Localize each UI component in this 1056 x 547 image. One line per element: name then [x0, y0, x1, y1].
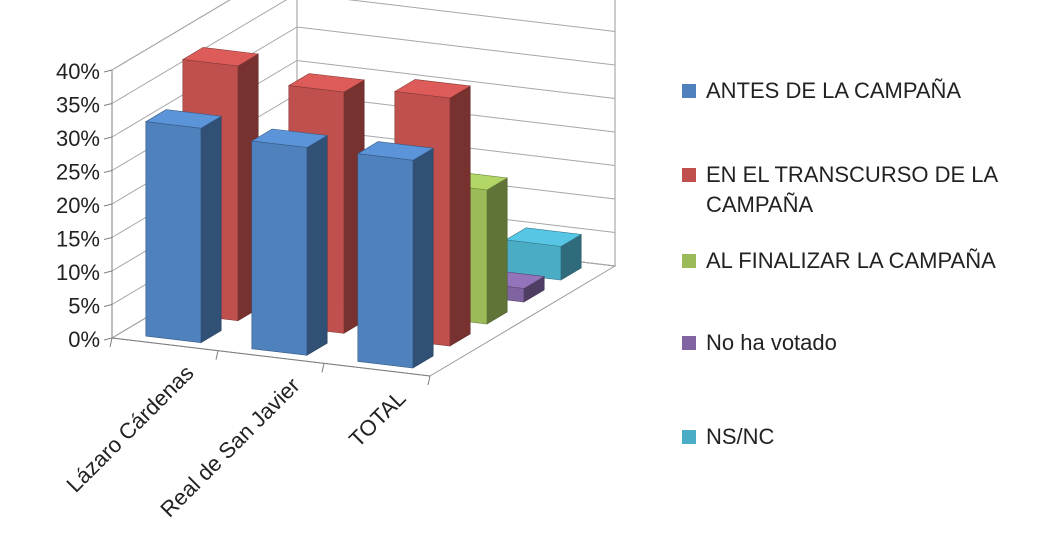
legend-swatch	[682, 254, 696, 268]
y-tick-label: 25%	[56, 160, 100, 185]
x-tick-label: TOTAL	[344, 386, 410, 452]
legend-label: AL FINALIZAR LA CAMPAÑA	[706, 248, 996, 273]
bar	[144, 109, 223, 344]
y-tick-label: 30%	[56, 126, 100, 151]
legend-label: ANTES DE LA CAMPAÑA	[706, 78, 962, 103]
legend-item: ANTES DE LA CAMPAÑA	[682, 76, 1046, 106]
y-tick-label: 10%	[56, 260, 100, 285]
axes	[103, 69, 431, 386]
gridline	[111, 26, 616, 138]
y-tick-label: 40%	[56, 59, 100, 84]
legend-swatch	[682, 430, 696, 444]
bar	[356, 141, 435, 369]
y-tick-label: 20%	[56, 193, 100, 218]
legend-swatch	[682, 84, 696, 98]
legend-item: No ha votado	[682, 328, 1046, 358]
y-tick-label: 5%	[68, 294, 100, 319]
bars	[144, 47, 583, 369]
y-tick-label: 35%	[56, 93, 100, 118]
x-tick-label: Lázaro Cárdenas	[62, 360, 199, 497]
y-tick-label: 15%	[56, 227, 100, 252]
legend-label: EN EL TRANSCURSO DE LA CAMPAÑA	[706, 162, 997, 217]
gridline	[111, 0, 616, 104]
bar	[504, 227, 583, 281]
legend-swatch	[682, 336, 696, 350]
y-tick-label: 0%	[68, 327, 100, 352]
legend: ANTES DE LA CAMPAÑA EN EL TRANSCURSO DE L…	[672, 60, 1056, 530]
gridline	[111, 0, 231, 71]
legend-label: NS/NC	[706, 424, 775, 449]
legend-item: AL FINALIZAR LA CAMPAÑA	[682, 246, 1046, 276]
bar	[250, 128, 329, 356]
legend-item: EN EL TRANSCURSO DE LA CAMPAÑA	[682, 160, 1046, 220]
legend-swatch	[682, 168, 696, 182]
legend-label: No ha votado	[706, 330, 837, 355]
legend-item: NS/NC	[682, 422, 1046, 452]
